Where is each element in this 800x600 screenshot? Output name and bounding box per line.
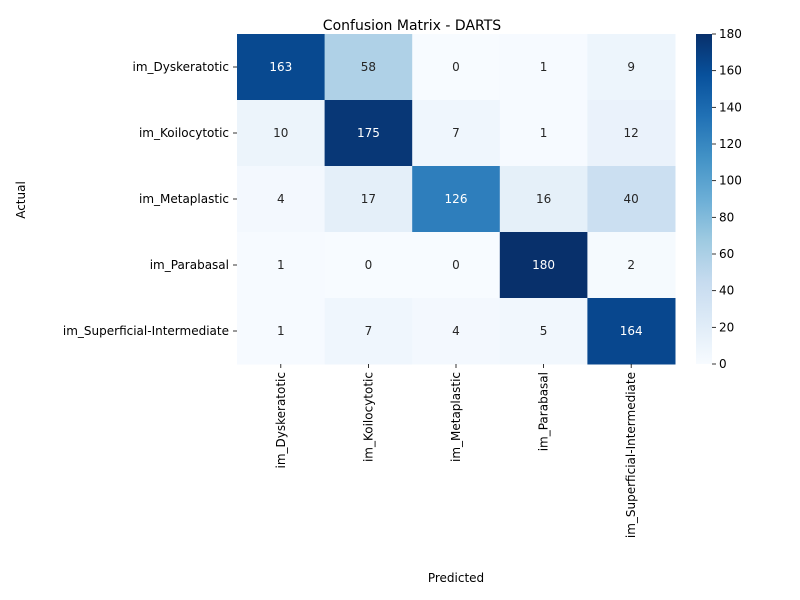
cell-value-label: 1 (277, 258, 285, 272)
heatmap-cell (587, 34, 676, 101)
heatmap-cell (499, 100, 588, 167)
heatmap-cell (499, 232, 588, 299)
heatmap-cell (324, 232, 413, 299)
colorbar: 0 20 40 60 80 100 120 140 160 180 (696, 27, 742, 371)
heatmap-cell (412, 34, 501, 101)
heatmap-cell (499, 34, 588, 101)
heatmap-cell (237, 100, 326, 167)
cell-value-label: 4 (277, 192, 285, 206)
y-tick-label: im_Koilocytotic (139, 126, 229, 140)
heatmap-cell (237, 232, 326, 299)
colorbar-tick-label: 40 (719, 284, 734, 298)
y-tick-label: im_Parabasal (150, 258, 229, 272)
heatmap-cell (499, 298, 588, 365)
cell-value-label: 40 (624, 192, 639, 206)
heatmap-cell (324, 100, 413, 167)
cell-value-label: 16 (536, 192, 551, 206)
cell-value-label: 163 (269, 60, 292, 74)
cell-value-label: 4 (452, 324, 460, 338)
heatmap-cell (499, 166, 588, 233)
heatmap-cell (587, 298, 676, 365)
x-tick-label: im_Parabasal (537, 372, 551, 451)
heatmap-cell (237, 166, 326, 233)
cell-value-label: 7 (365, 324, 373, 338)
cell-value-label: 17 (361, 192, 376, 206)
axis-ticks: im_Dyskeratotic im_Koilocytotic im_Metapla… (63, 60, 638, 538)
colorbar-tick-label: 160 (719, 64, 742, 78)
cell-value-label: 180 (532, 258, 555, 272)
cell-value-label: 58 (361, 60, 376, 74)
cell-value-label: 5 (540, 324, 548, 338)
colorbar-tick-label: 60 (719, 247, 734, 261)
cell-value-label: 164 (620, 324, 643, 338)
cell-value-label: 0 (365, 258, 373, 272)
heatmap-cell (412, 100, 501, 167)
colorbar-tick-label: 100 (719, 174, 742, 188)
heatmap-cell (324, 166, 413, 233)
heatmap-cell (324, 34, 413, 101)
cell-value-label: 126 (445, 192, 468, 206)
heatmap-cell (412, 166, 501, 233)
cell-value-label: 9 (627, 60, 635, 74)
heatmap-cell (237, 298, 326, 365)
heatmap-cell (412, 298, 501, 365)
heatmap-cell (412, 232, 501, 299)
y-tick-label: im_Dyskeratotic (133, 60, 230, 74)
x-axis-label: Predicted (428, 571, 484, 585)
heatmap-cell (587, 166, 676, 233)
cell-value-label: 1 (540, 60, 548, 74)
colorbar-tick-label: 180 (719, 27, 742, 41)
heatmap-cell (324, 298, 413, 365)
cell-value-label: 1 (540, 126, 548, 140)
colorbar-tick-label: 20 (719, 320, 734, 334)
heatmap-cell (587, 232, 676, 299)
cell-value-label: 10 (273, 126, 288, 140)
x-tick-label: im_Superficial-Intermediate (624, 372, 638, 538)
x-tick-label: im_Dyskeratotic (274, 372, 288, 469)
cell-value-label: 7 (452, 126, 460, 140)
heatmap-cells: 163 58 0 1 910 175 7 1 124 17 126 16 401 0 0 180 21 7 4 5 16… (237, 34, 676, 365)
x-tick-label: im_Metaplastic (449, 372, 463, 462)
cell-value-label: 12 (624, 126, 639, 140)
heatmap-cell (587, 100, 676, 167)
cell-value-label: 1 (277, 324, 285, 338)
y-axis-label: Actual (14, 181, 28, 219)
colorbar-tick-label: 120 (719, 137, 742, 151)
y-tick-label: im_Metaplastic (139, 192, 229, 206)
colorbar-tick-label: 0 (719, 357, 727, 371)
cell-value-label: 0 (452, 258, 460, 272)
cell-value-label: 175 (357, 126, 380, 140)
cell-value-label: 2 (627, 258, 635, 272)
y-tick-label: im_Superficial-Intermediate (63, 324, 229, 338)
heatmap-cell (237, 34, 326, 101)
cell-value-label: 0 (452, 60, 460, 74)
colorbar-tick-label: 80 (719, 210, 734, 224)
x-tick-label: im_Koilocytotic (361, 372, 375, 462)
colorbar-gradient (696, 34, 712, 364)
chart-title: Confusion Matrix - DARTS (323, 18, 501, 34)
colorbar-tick-label: 140 (719, 100, 742, 114)
